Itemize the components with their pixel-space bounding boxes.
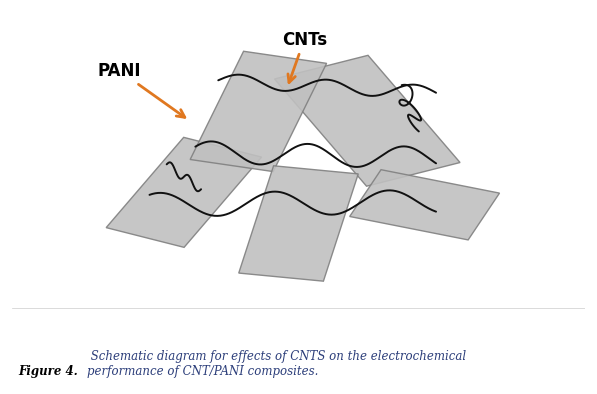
Polygon shape (239, 166, 358, 281)
Polygon shape (190, 51, 327, 171)
Text: PANI: PANI (98, 62, 185, 117)
Polygon shape (350, 170, 500, 240)
Polygon shape (275, 55, 460, 186)
Polygon shape (106, 138, 261, 247)
Text: CNTs: CNTs (282, 31, 327, 82)
Text: Figure 4.: Figure 4. (18, 365, 78, 378)
Text: Schematic diagram for effects of CNTS on the electrochemical
performance of CNT/: Schematic diagram for effects of CNTS on… (87, 350, 466, 378)
